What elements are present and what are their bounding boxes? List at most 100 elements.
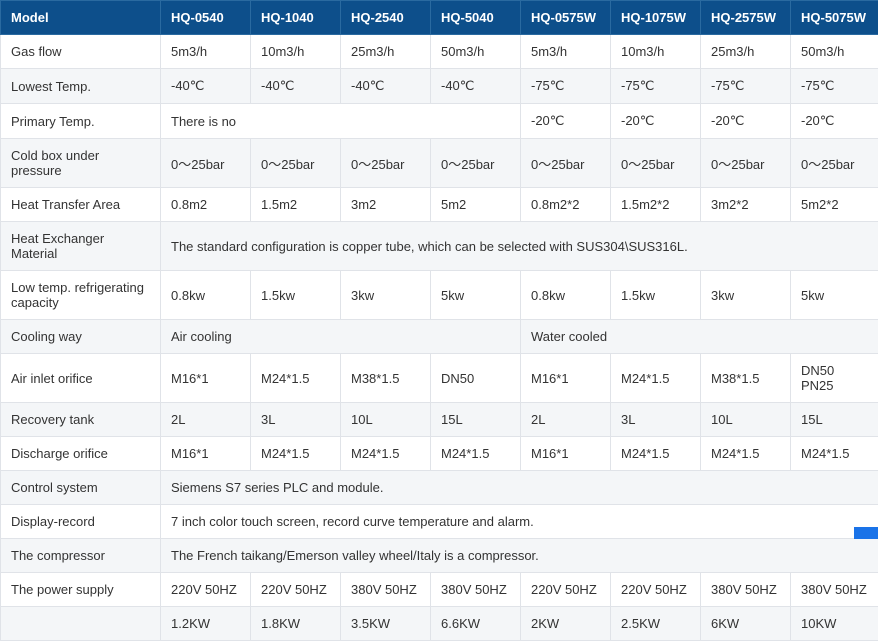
col-header: HQ-5040 [431, 1, 521, 35]
cell: -75℃ [521, 69, 611, 104]
cell: 10m3/h [611, 35, 701, 69]
cell: M24*1.5 [431, 437, 521, 471]
cell: 0～25bar [161, 139, 251, 188]
table-row: Cooling wayAir coolingWater cooled [1, 320, 878, 354]
row-label: Primary Temp. [1, 104, 161, 139]
col-header: Model [1, 1, 161, 35]
cell: 10L [701, 403, 791, 437]
spec-table: Model HQ-0540 HQ-1040 HQ-2540 HQ-5040 HQ… [0, 0, 878, 641]
cell: 220V 50HZ [161, 573, 251, 607]
cell: M24*1.5 [251, 354, 341, 403]
cell: M24*1.5 [341, 437, 431, 471]
row-label [1, 607, 161, 641]
cell: There is no [161, 104, 521, 139]
cell: DN50 PN25 [791, 354, 878, 403]
cell: M16*1 [161, 437, 251, 471]
cell: M38*1.5 [341, 354, 431, 403]
table-row: Lowest Temp.-40℃-40℃-40℃-40℃-75℃-75℃-75℃… [1, 69, 878, 104]
cell: 1.5m2*2 [611, 188, 701, 222]
cell: 3m2*2 [701, 188, 791, 222]
cell: M16*1 [521, 354, 611, 403]
cell: M24*1.5 [701, 437, 791, 471]
cell: 50m3/h [431, 35, 521, 69]
cell: M24*1.5 [611, 354, 701, 403]
row-label: Display-record [1, 505, 161, 539]
col-header: HQ-1075W [611, 1, 701, 35]
cell: 2KW [521, 607, 611, 641]
cell: 6.6KW [431, 607, 521, 641]
table-row: Discharge orificeM16*1M24*1.5M24*1.5M24*… [1, 437, 878, 471]
cell: 50m3/h [791, 35, 878, 69]
cell: 5kw [431, 271, 521, 320]
row-label: The power supply [1, 573, 161, 607]
cell: 0～25bar [521, 139, 611, 188]
cell: 1.5kw [611, 271, 701, 320]
cell: The standard configuration is copper tub… [161, 222, 878, 271]
cell: 25m3/h [341, 35, 431, 69]
cell: -20℃ [611, 104, 701, 139]
cell: -40℃ [251, 69, 341, 104]
cell: M24*1.5 [611, 437, 701, 471]
row-label: Heat Exchanger Material [1, 222, 161, 271]
col-header: HQ-1040 [251, 1, 341, 35]
col-header: HQ-0540 [161, 1, 251, 35]
cell: 220V 50HZ [251, 573, 341, 607]
table-row: Control systemSiemens S7 series PLC and … [1, 471, 878, 505]
table-row: Recovery tank2L3L10L15L2L3L10L15L [1, 403, 878, 437]
row-label: Cold box under pressure [1, 139, 161, 188]
row-label: Lowest Temp. [1, 69, 161, 104]
cell: 1.5m2 [251, 188, 341, 222]
cell: 5kw [791, 271, 878, 320]
cell: 6KW [701, 607, 791, 641]
cell: 380V 50HZ [701, 573, 791, 607]
cell: 5m2 [431, 188, 521, 222]
cell: 10KW [791, 607, 878, 641]
header-row: Model HQ-0540 HQ-1040 HQ-2540 HQ-5040 HQ… [1, 1, 878, 35]
cell: 5m3/h [521, 35, 611, 69]
cell: M16*1 [521, 437, 611, 471]
cell: 0.8kw [521, 271, 611, 320]
cell: M24*1.5 [251, 437, 341, 471]
cell: 10m3/h [251, 35, 341, 69]
cell: 0.8m2*2 [521, 188, 611, 222]
corner-accent [854, 527, 878, 539]
cell: 2L [521, 403, 611, 437]
cell: The French taikang/Emerson valley wheel/… [161, 539, 878, 573]
cell: Air cooling [161, 320, 521, 354]
table-row: 1.2KW1.8KW3.5KW6.6KW2KW2.5KW6KW10KW [1, 607, 878, 641]
row-label: Gas flow [1, 35, 161, 69]
col-header: HQ-0575W [521, 1, 611, 35]
col-header: HQ-5075W [791, 1, 878, 35]
table-row: Display-record7 inch color touch screen,… [1, 505, 878, 539]
table-row: Heat Transfer Area0.8m21.5m23m25m20.8m2*… [1, 188, 878, 222]
cell: Water cooled [521, 320, 878, 354]
cell: 7 inch color touch screen, record curve … [161, 505, 878, 539]
cell: -75℃ [611, 69, 701, 104]
cell: 220V 50HZ [521, 573, 611, 607]
cell: 5m2*2 [791, 188, 878, 222]
cell: 0.8m2 [161, 188, 251, 222]
cell: 0～25bar [701, 139, 791, 188]
cell: M16*1 [161, 354, 251, 403]
cell: 3L [251, 403, 341, 437]
table-row: Cold box under pressure0～25bar0～25bar0～2… [1, 139, 878, 188]
table-row: Gas flow5m3/h10m3/h25m3/h50m3/h5m3/h10m3… [1, 35, 878, 69]
table-row: The power supply220V 50HZ220V 50HZ380V 5… [1, 573, 878, 607]
cell: 0～25bar [431, 139, 521, 188]
cell: 3kw [341, 271, 431, 320]
cell: 0～25bar [251, 139, 341, 188]
col-header: HQ-2540 [341, 1, 431, 35]
row-label: Recovery tank [1, 403, 161, 437]
cell: -75℃ [701, 69, 791, 104]
row-label: Low temp. refrigerating capacity [1, 271, 161, 320]
table-row: The compressorThe French taikang/Emerson… [1, 539, 878, 573]
col-header: HQ-2575W [701, 1, 791, 35]
cell: 0～25bar [611, 139, 701, 188]
cell: 0.8kw [161, 271, 251, 320]
row-label: Cooling way [1, 320, 161, 354]
cell: 5m3/h [161, 35, 251, 69]
row-label: The compressor [1, 539, 161, 573]
cell: 380V 50HZ [431, 573, 521, 607]
table-row: Low temp. refrigerating capacity0.8kw1.5… [1, 271, 878, 320]
cell: -40℃ [161, 69, 251, 104]
